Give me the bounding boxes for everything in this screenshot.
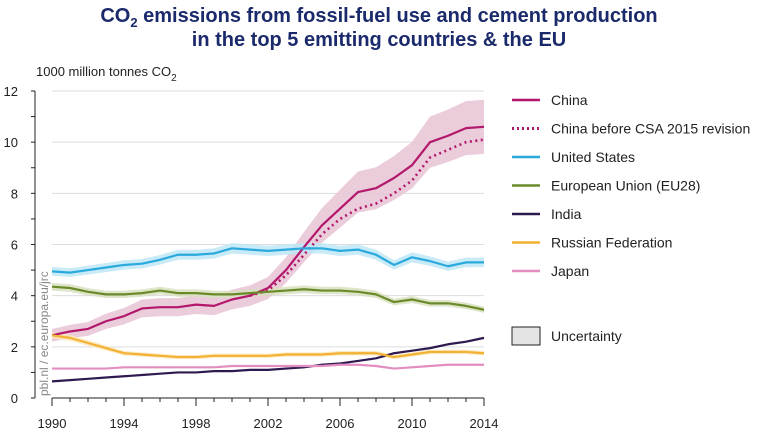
y-tick-label: 8 [11, 186, 18, 201]
uncertainty-band-0 [52, 99, 484, 342]
uncertainty-band-2 [52, 243, 484, 278]
y-tick-label: 10 [4, 135, 18, 150]
uncertainty-band-4 [52, 336, 484, 382]
legend-label: United States [551, 149, 635, 165]
legend-label: India [551, 206, 582, 222]
y-tick-label: 2 [11, 340, 18, 355]
series-line-1 [249, 138, 485, 297]
y-tick-label: 4 [11, 289, 18, 304]
x-tick-label: 2010 [398, 416, 427, 431]
y-tick-label: 12 [4, 84, 18, 99]
uncertainty-swatch [511, 326, 541, 346]
series-line-6 [52, 363, 484, 370]
x-tick-label: 1990 [38, 416, 67, 431]
legend-label: China [551, 92, 588, 108]
x-tick-label: 2002 [254, 416, 283, 431]
watermark: pbl.nl / ec.europa.eu/jrc [37, 271, 51, 396]
legend-label: China before CSA 2015 revision [551, 121, 750, 137]
x-tick-label: 1994 [110, 416, 139, 431]
series-line-4 [51, 336, 485, 383]
legend-label: European Union (EU28) [551, 178, 700, 194]
y-tick-label: 6 [11, 238, 18, 253]
y-axis-label: 1000 million tonnes CO2 [36, 64, 177, 84]
legend-label-uncertainty: Uncertainty [551, 328, 622, 344]
legend-label: Russian Federation [551, 235, 672, 251]
x-tick-label: 2014 [470, 416, 499, 431]
x-tick-label: 2006 [326, 416, 355, 431]
chart-title-line1: CO2 emissions from fossil-fuel use and c… [100, 5, 657, 30]
y-tick-label: 0 [11, 391, 18, 406]
x-tick-label: 1998 [182, 416, 211, 431]
legend-label: Japan [551, 263, 589, 279]
chart-title-line2: in the top 5 emitting countries & the EU [192, 29, 566, 51]
